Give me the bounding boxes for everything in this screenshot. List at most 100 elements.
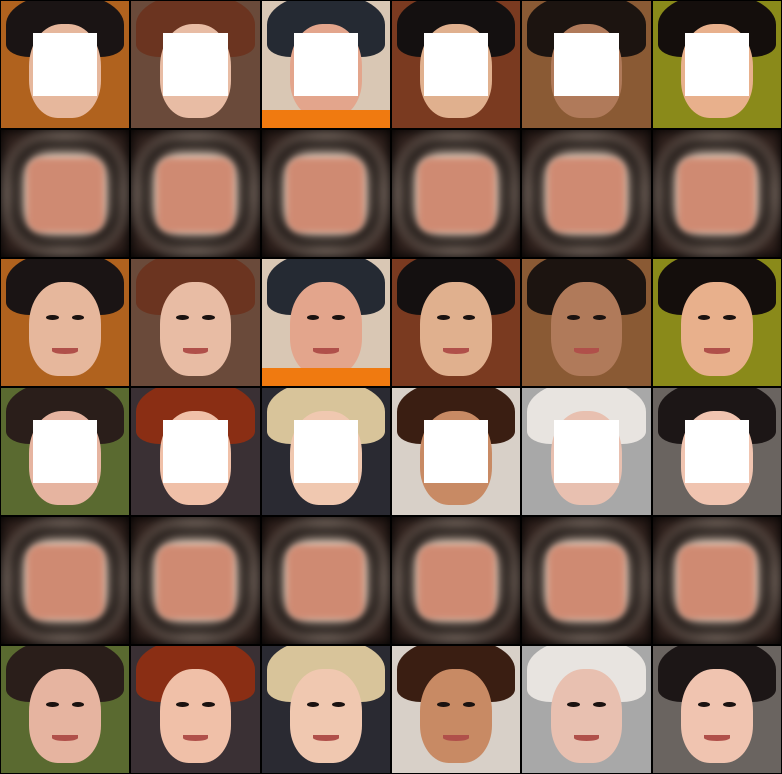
ground-truth-s6 (652, 259, 781, 386)
predicted-face-region (156, 544, 234, 619)
eye (201, 701, 215, 707)
blurred-hair-region (530, 524, 643, 637)
prediction-s3 (261, 130, 390, 257)
eye (592, 701, 606, 707)
eye (71, 701, 85, 707)
mask-square (33, 32, 98, 97)
mouth (573, 347, 600, 355)
face (159, 281, 232, 376)
mouth (443, 347, 469, 355)
face (550, 668, 623, 763)
face (420, 668, 493, 763)
face (420, 281, 493, 376)
ground-truth-s4 (391, 259, 521, 386)
eye (332, 701, 346, 707)
mask-square (554, 32, 619, 97)
masked-input-s3 (261, 1, 390, 128)
masked-input-s1 (1, 1, 130, 128)
mask-square (293, 419, 358, 484)
prediction-s11 (522, 517, 651, 644)
mouth (182, 347, 209, 355)
mouth (703, 734, 730, 742)
ground-truth-s7 (1, 646, 130, 773)
predicted-face-region (547, 544, 625, 619)
masked-input-s4 (391, 1, 521, 128)
masked-input-s5 (522, 1, 651, 128)
ground-truth-s12 (652, 646, 781, 773)
ground-truth-s1 (1, 259, 130, 386)
mouth (703, 347, 730, 355)
clothing (261, 110, 390, 128)
predicted-face-region (678, 157, 756, 232)
eye (176, 314, 190, 320)
masked-input-s9 (261, 388, 390, 515)
blurred-hair-region (399, 137, 513, 250)
eye (697, 314, 711, 320)
predicted-face-region (417, 544, 495, 619)
eye (697, 701, 711, 707)
eye (436, 314, 450, 320)
mask-square (163, 419, 228, 484)
eye (436, 701, 450, 707)
mouth (443, 734, 469, 742)
predicted-face-region (26, 544, 104, 619)
masked-input-s10 (391, 388, 521, 515)
predicted-face-region (26, 157, 104, 232)
masked-input-s6 (652, 1, 781, 128)
predicted-face-region (287, 157, 365, 232)
mouth (182, 734, 209, 742)
predicted-face-region (547, 157, 625, 232)
masked-input-s11 (522, 388, 651, 515)
eye (201, 314, 215, 320)
eye (71, 314, 85, 320)
eye (176, 701, 190, 707)
eye (462, 701, 476, 707)
blurred-hair-region (530, 137, 643, 250)
prediction-s1 (1, 130, 130, 257)
mouth (573, 734, 600, 742)
masked-input-s2 (131, 1, 260, 128)
mask-square (424, 32, 489, 97)
face (550, 281, 623, 376)
eye (723, 314, 737, 320)
ground-truth-s9 (261, 646, 390, 773)
ground-truth-s3 (261, 259, 390, 386)
prediction-s7 (1, 517, 130, 644)
prediction-s10 (391, 517, 521, 644)
predicted-face-region (678, 544, 756, 619)
mask-square (684, 419, 749, 484)
clothing (261, 368, 390, 386)
eye (592, 314, 606, 320)
mask-square (33, 419, 98, 484)
blurred-hair-region (660, 524, 774, 637)
predicted-face-region (156, 157, 234, 232)
blurred-hair-region (269, 524, 383, 637)
prediction-s8 (131, 517, 260, 644)
blurred-hair-region (399, 524, 513, 637)
face (29, 668, 102, 763)
ground-truth-s11 (522, 646, 651, 773)
eye (306, 314, 320, 320)
prediction-s12 (652, 517, 781, 644)
predicted-face-region (287, 544, 365, 619)
prediction-s2 (131, 130, 260, 257)
mask-square (684, 32, 749, 97)
blurred-hair-region (660, 137, 774, 250)
blurred-hair-region (8, 524, 122, 637)
blurred-hair-region (8, 137, 122, 250)
mask-square (293, 32, 358, 97)
masked-input-s7 (1, 388, 130, 515)
mask-square (424, 419, 489, 484)
prediction-s4 (391, 130, 521, 257)
masked-input-s12 (652, 388, 781, 515)
eye (723, 701, 737, 707)
ground-truth-s10 (391, 646, 521, 773)
face (680, 668, 753, 763)
eye (45, 314, 59, 320)
eye (462, 314, 476, 320)
blurred-hair-region (269, 137, 383, 250)
eye (567, 701, 581, 707)
prediction-s9 (261, 517, 390, 644)
ground-truth-s5 (522, 259, 651, 386)
predicted-face-region (417, 157, 495, 232)
